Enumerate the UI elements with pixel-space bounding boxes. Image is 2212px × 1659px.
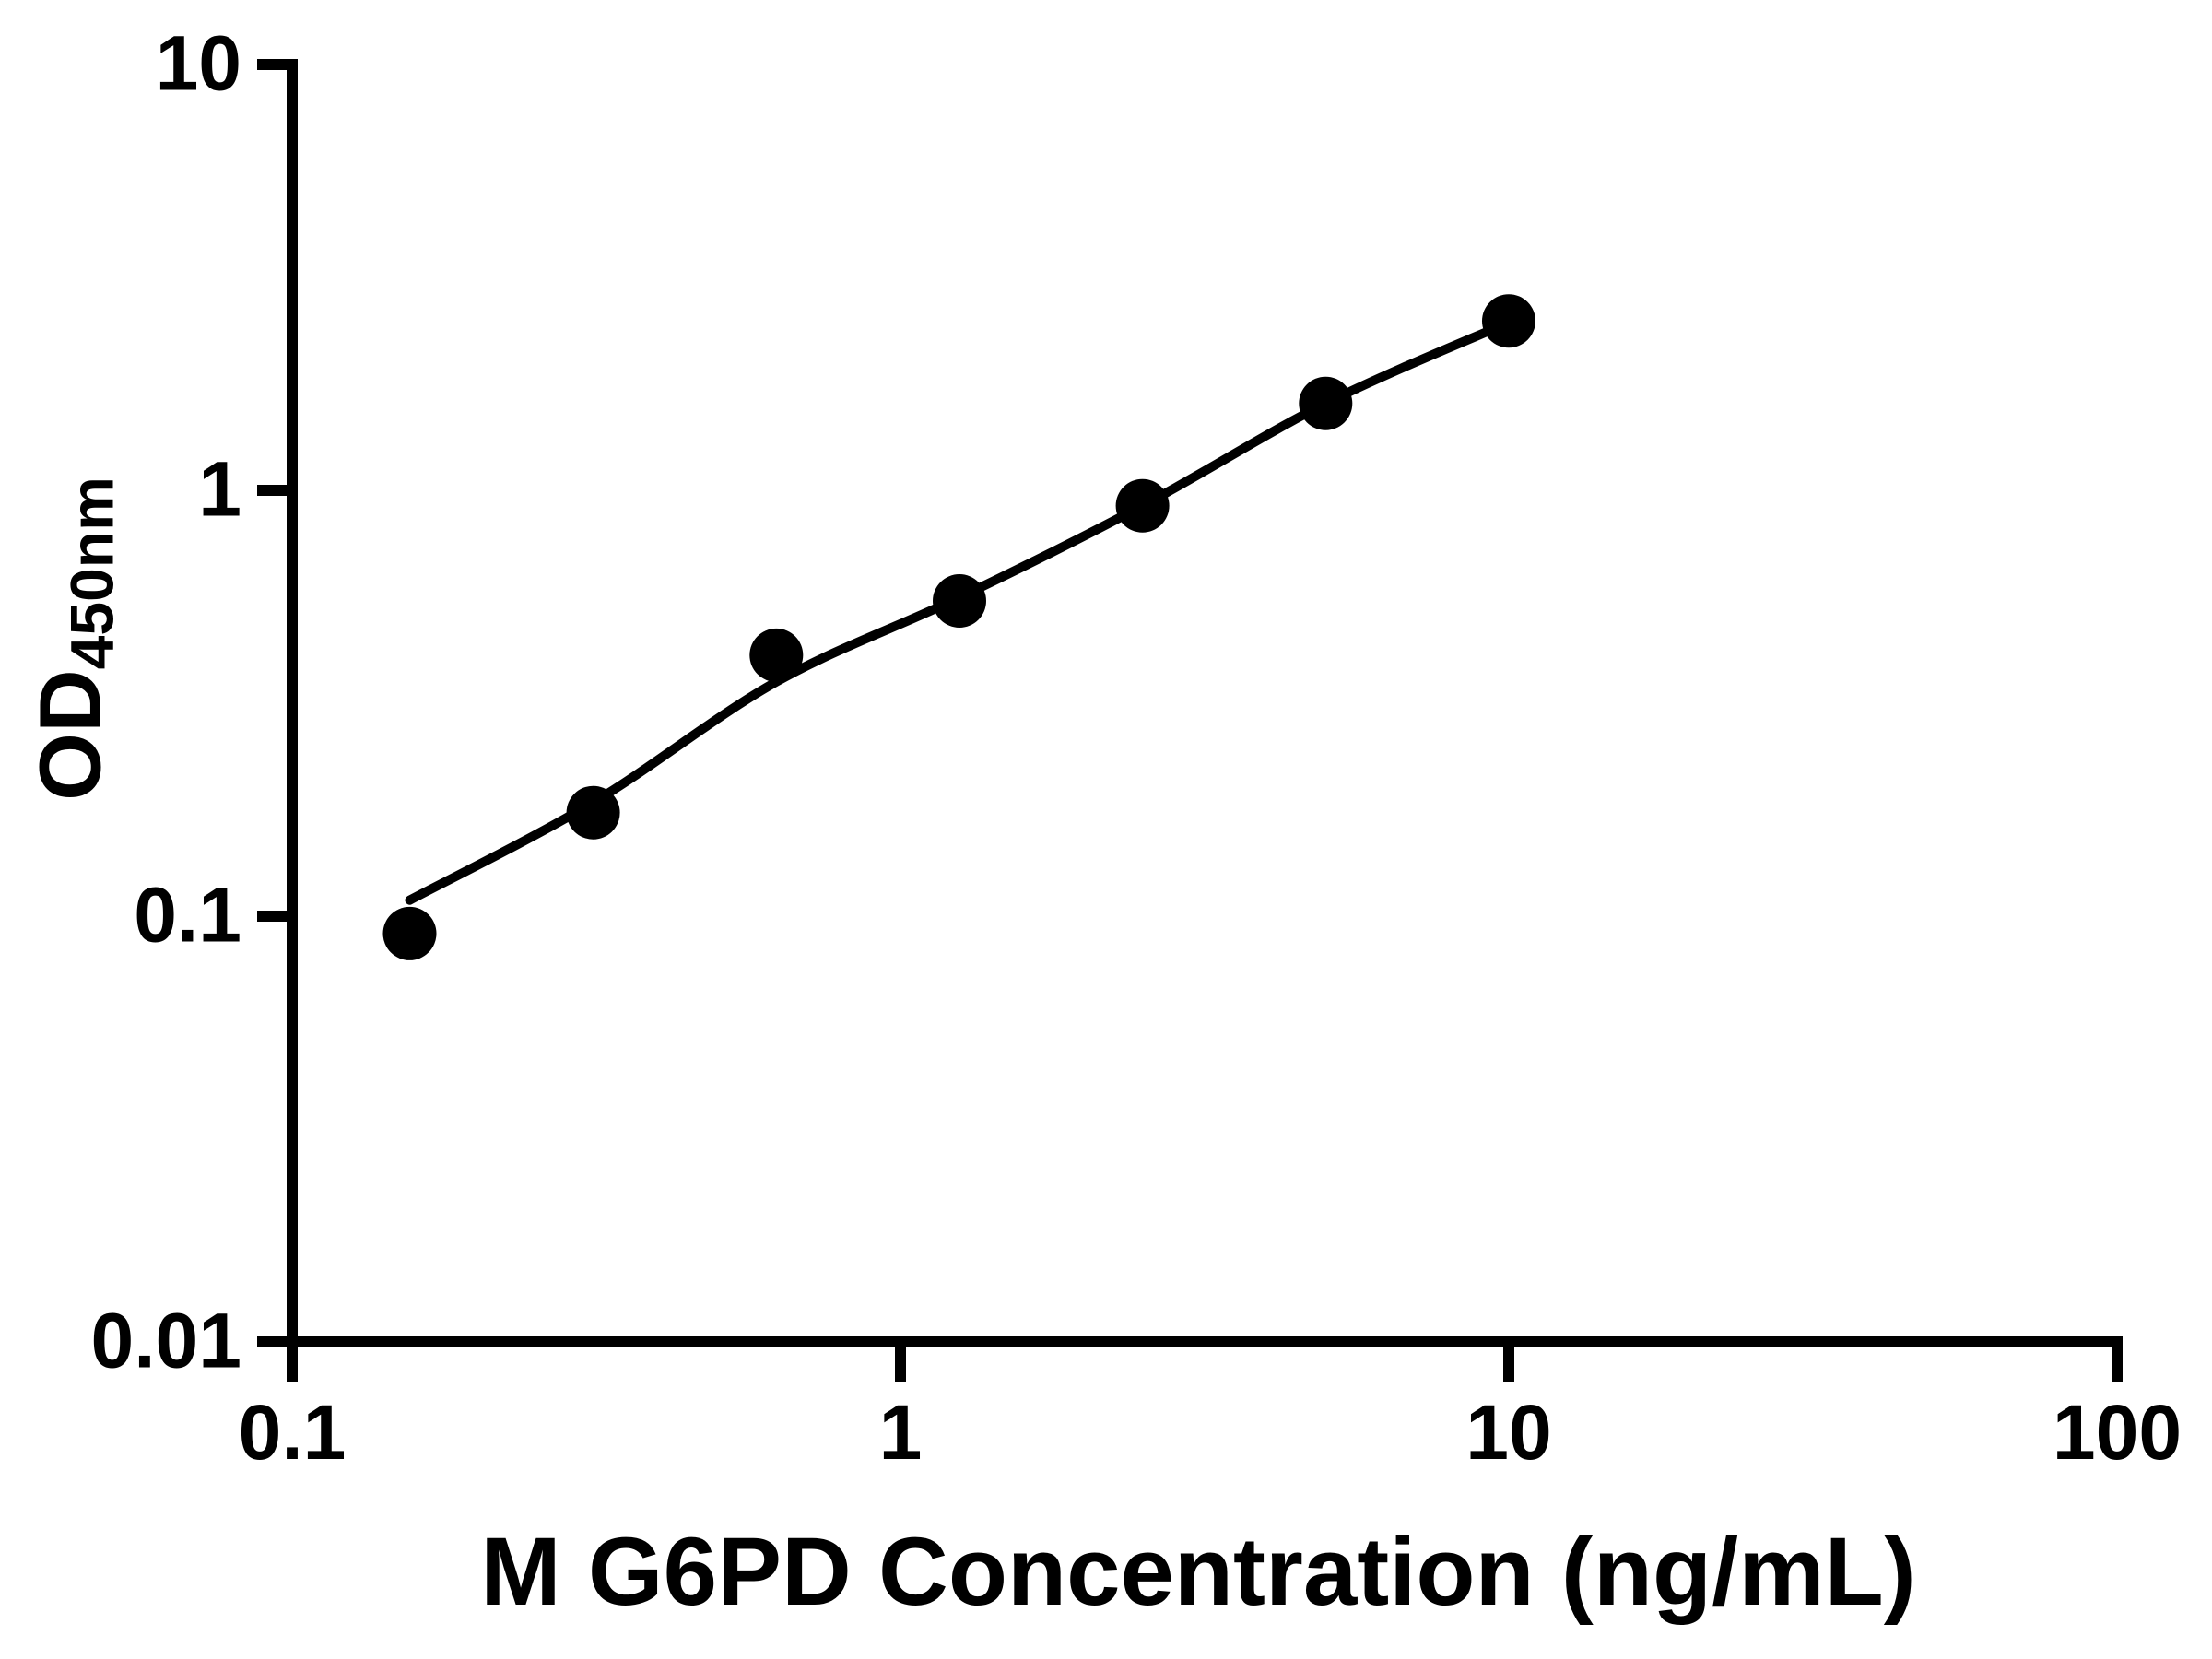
- data-point-marker: [382, 906, 437, 960]
- x-tick-label: 0.1: [238, 1389, 347, 1476]
- x-tick-label: 100: [2052, 1389, 2183, 1476]
- y-tick-label: 10: [155, 19, 241, 107]
- data-point-marker: [933, 574, 986, 628]
- data-point-marker: [566, 785, 620, 840]
- y-tick-label: 0.1: [134, 871, 241, 959]
- x-tick-label: 10: [1465, 1389, 1552, 1476]
- data-point-marker: [1299, 376, 1353, 430]
- y-tick-label: 1: [198, 445, 241, 533]
- y-axis-title-main: OD: [21, 669, 120, 801]
- data-point-marker: [749, 628, 804, 682]
- axes-and-ticks: [257, 59, 2123, 1382]
- x-tick-label: 1: [878, 1389, 923, 1476]
- data-point-marker: [1482, 294, 1535, 348]
- x-axis-title: M G6PD Concentration (ng/mL): [480, 1518, 1916, 1626]
- data-point-marker: [1115, 478, 1170, 533]
- y-axis-title-subscript: 450nm: [57, 477, 126, 670]
- y-axis-title: OD450nm: [22, 477, 126, 801]
- y-tick-label: 0.01: [90, 1297, 242, 1384]
